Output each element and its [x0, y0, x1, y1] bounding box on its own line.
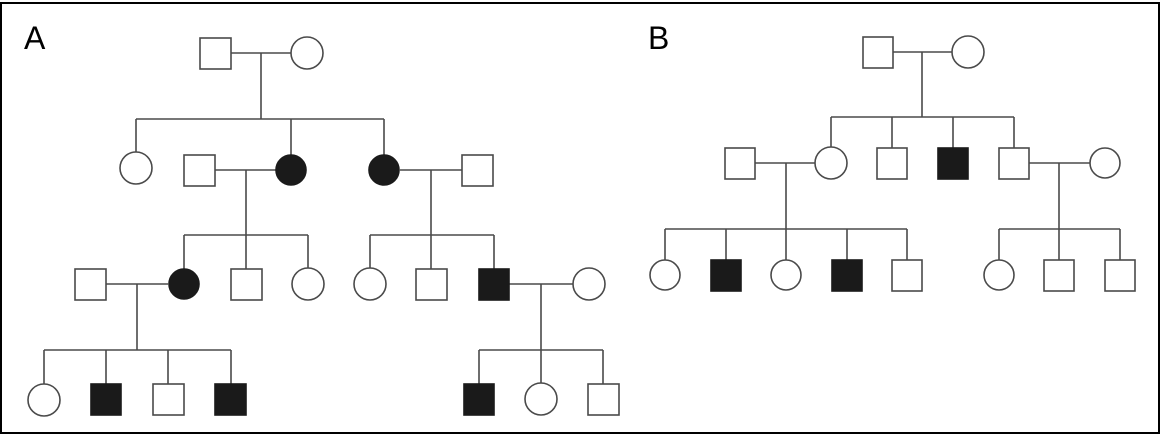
female-unaffected-symbol — [290, 36, 324, 70]
male-unaffected-symbol — [199, 37, 232, 70]
male-affected-symbol — [937, 147, 969, 180]
male-unaffected-symbol — [152, 383, 185, 416]
male-affected-symbol — [710, 259, 742, 292]
female-unaffected-symbol — [524, 382, 558, 416]
male-unaffected-symbol — [876, 147, 908, 180]
male-unaffected-symbol — [415, 268, 448, 301]
male-unaffected-symbol — [1043, 259, 1075, 292]
female-unaffected-symbol — [951, 35, 985, 69]
male-affected-symbol — [90, 383, 122, 416]
male-unaffected-symbol — [998, 147, 1030, 180]
female-unaffected-symbol — [353, 267, 387, 301]
panel-a-individuals — [27, 36, 620, 417]
male-affected-symbol — [463, 383, 495, 416]
female-unaffected-symbol — [983, 259, 1015, 291]
panel-b-individuals — [649, 35, 1136, 292]
male-unaffected-symbol — [74, 268, 107, 301]
female-affected-symbol — [168, 268, 200, 300]
female-affected-symbol — [275, 154, 307, 186]
female-unaffected-symbol — [291, 267, 325, 301]
panel-b-label: B — [648, 20, 669, 56]
panel-b-connectors — [664, 51, 1121, 260]
panel-b: B — [648, 20, 1136, 292]
male-unaffected-symbol — [230, 268, 263, 301]
panel-a-label: A — [24, 20, 46, 56]
female-unaffected-symbol — [1089, 147, 1121, 179]
female-unaffected-symbol — [572, 267, 606, 301]
male-unaffected-symbol — [1104, 259, 1136, 292]
male-affected-symbol — [214, 383, 247, 416]
panel-a-connectors — [43, 52, 604, 384]
male-unaffected-symbol — [862, 36, 894, 69]
female-unaffected-symbol — [814, 146, 848, 180]
male-unaffected-symbol — [724, 147, 756, 180]
male-unaffected-symbol — [461, 154, 494, 187]
male-affected-symbol — [831, 259, 863, 292]
female-unaffected-symbol — [27, 383, 61, 417]
male-unaffected-symbol — [183, 154, 216, 187]
female-unaffected-symbol — [119, 151, 153, 185]
male-unaffected-symbol — [587, 383, 620, 416]
female-affected-symbol — [368, 154, 400, 186]
male-unaffected-symbol — [891, 259, 923, 292]
panel-a: A — [24, 20, 620, 417]
male-affected-symbol — [478, 268, 510, 301]
female-unaffected-symbol — [770, 259, 802, 291]
female-unaffected-symbol — [649, 259, 681, 291]
